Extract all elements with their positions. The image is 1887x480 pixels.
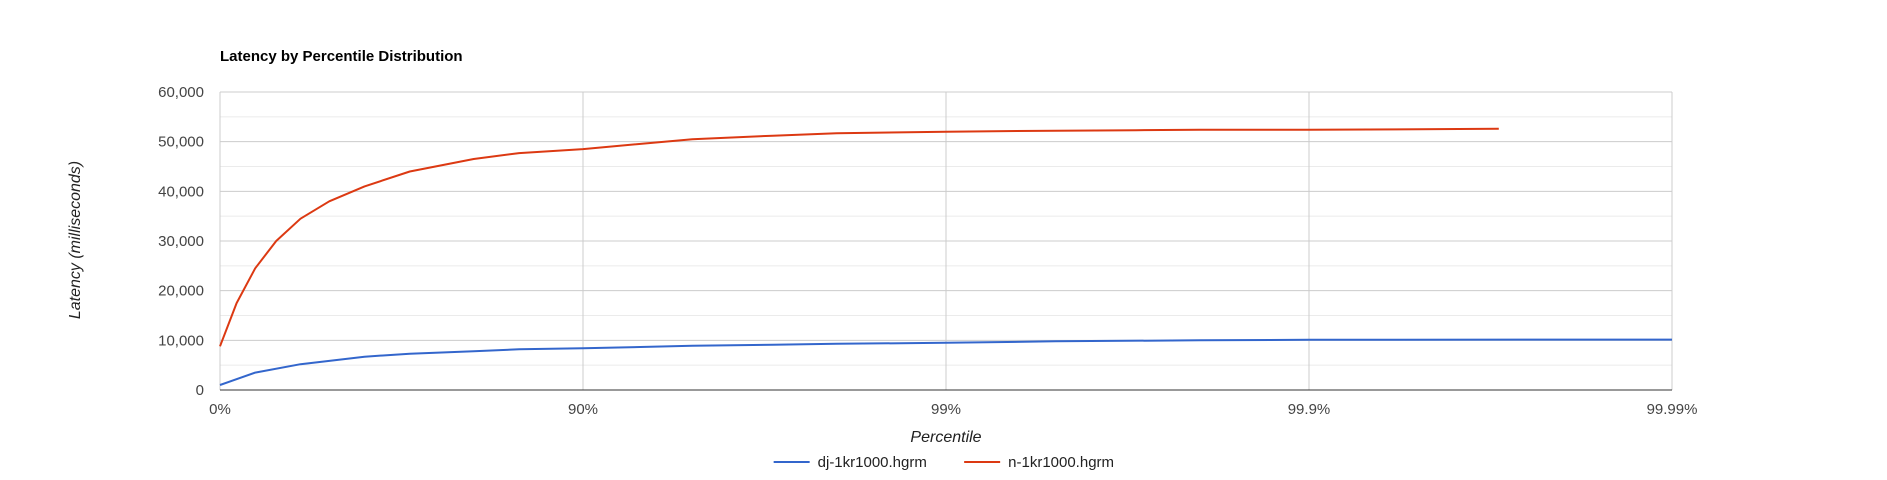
- grid: [219, 91, 1673, 391]
- y-axis-label: Latency (milliseconds): [67, 161, 84, 319]
- x-tick-label: 90%: [568, 401, 598, 418]
- y-tick-label: 40,000: [158, 183, 204, 200]
- y-axis-ticks: 0 10,000 20,000 30,000 40,000 50,000 60,000: [158, 84, 204, 399]
- series-lines: [219, 127, 1673, 386]
- legend-label: n-1kr1000.hgrm: [1008, 454, 1114, 471]
- y-tick-label: 60,000: [158, 84, 204, 101]
- x-tick-label: 99%: [931, 401, 961, 418]
- legend: dj-1kr1000.hgrm n-1kr1000.hgrm: [773, 454, 1114, 471]
- chart-title: Latency by Percentile Distribution: [220, 48, 463, 65]
- series-line-dj-1kr1000: [219, 338, 1673, 386]
- legend-item: dj-1kr1000.hgrm: [773, 454, 927, 471]
- x-tick-label: 99.99%: [1647, 401, 1698, 418]
- y-tick-label: 20,000: [158, 283, 204, 300]
- y-tick-label: 0: [196, 382, 204, 399]
- series-line-n-1kr1000: [219, 127, 1499, 347]
- legend-label: dj-1kr1000.hgrm: [818, 454, 927, 471]
- y-tick-label: 10,000: [158, 332, 204, 349]
- x-axis-label: Percentile: [910, 429, 981, 446]
- y-tick-label: 50,000: [158, 134, 204, 151]
- x-axis-ticks: 0% 90% 99% 99.9% 99.99%: [209, 401, 1697, 418]
- legend-item: n-1kr1000.hgrm: [964, 454, 1114, 471]
- x-tick-label: 0%: [209, 401, 231, 418]
- x-tick-label: 99.9%: [1288, 401, 1331, 418]
- y-tick-label: 30,000: [158, 233, 204, 250]
